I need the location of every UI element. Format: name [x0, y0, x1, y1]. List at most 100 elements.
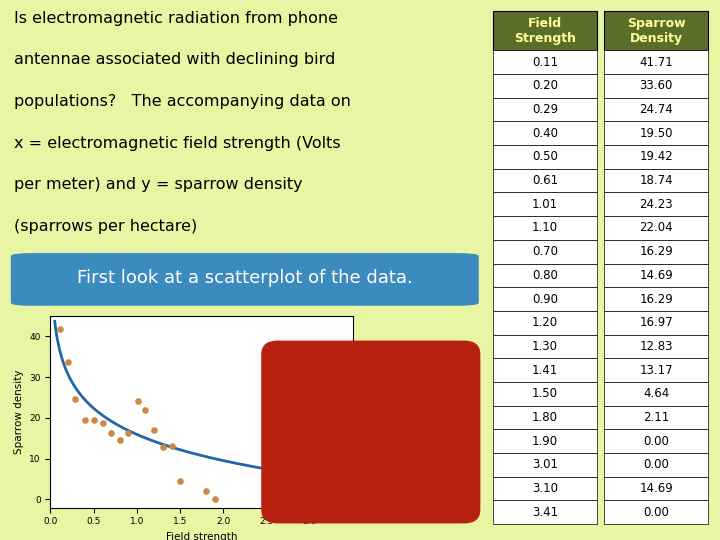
Text: Sparrow
Density: Sparrow Density — [627, 17, 685, 44]
Text: 13.17: 13.17 — [639, 363, 673, 376]
FancyBboxPatch shape — [262, 341, 480, 523]
Text: 1.80: 1.80 — [532, 411, 558, 424]
Point — [339, 495, 351, 504]
Text: 0.00: 0.00 — [643, 505, 669, 519]
Text: 16.29: 16.29 — [639, 245, 673, 258]
Point — [54, 325, 66, 334]
Text: 1.30: 1.30 — [532, 340, 558, 353]
Point — [312, 435, 324, 444]
Bar — [604, 169, 708, 192]
Bar — [604, 477, 708, 501]
Point — [157, 443, 168, 451]
Text: 0.40: 0.40 — [532, 127, 558, 140]
Bar — [604, 311, 708, 335]
Bar — [604, 429, 708, 453]
Point — [88, 416, 99, 424]
Point — [105, 429, 117, 437]
Bar — [604, 145, 708, 169]
Bar — [604, 98, 708, 122]
X-axis label: Field strength: Field strength — [166, 532, 238, 540]
Text: Is electromagnetic radiation from phone: Is electromagnetic radiation from phone — [14, 11, 338, 26]
Point — [79, 416, 91, 424]
Bar — [604, 335, 708, 358]
Point — [70, 394, 81, 403]
Bar — [604, 264, 708, 287]
Point — [174, 476, 186, 485]
Text: Field
Strength: Field Strength — [514, 17, 576, 44]
Text: populations?   The accompanying data on: populations? The accompanying data on — [14, 94, 351, 109]
Point — [209, 495, 220, 504]
Bar — [604, 453, 708, 477]
Text: 16.29: 16.29 — [639, 293, 673, 306]
Bar — [604, 501, 708, 524]
Text: 1.41: 1.41 — [532, 363, 558, 376]
Bar — [492, 382, 597, 406]
Text: 3.01: 3.01 — [532, 458, 558, 471]
Text: 0.00: 0.00 — [643, 435, 669, 448]
Bar — [604, 240, 708, 264]
Text: 16.97: 16.97 — [639, 316, 673, 329]
Text: 0.29: 0.29 — [532, 103, 558, 116]
Text: 14.69: 14.69 — [639, 269, 673, 282]
Bar — [604, 122, 708, 145]
Text: 14.69: 14.69 — [639, 482, 673, 495]
Text: 1.10: 1.10 — [532, 221, 558, 234]
Bar — [492, 264, 597, 287]
Bar — [492, 122, 597, 145]
Text: 19.50: 19.50 — [639, 127, 673, 140]
Point — [200, 487, 212, 495]
Text: 0.00: 0.00 — [643, 458, 669, 471]
Text: 41.71: 41.71 — [639, 56, 673, 69]
Bar — [492, 358, 597, 382]
Bar — [492, 477, 597, 501]
Bar — [492, 74, 597, 98]
Bar — [492, 429, 597, 453]
Bar — [492, 335, 597, 358]
Bar — [492, 453, 597, 477]
Point — [166, 441, 178, 450]
Point — [97, 418, 109, 427]
Text: 3.41: 3.41 — [532, 505, 558, 519]
Bar — [492, 145, 597, 169]
Point — [62, 358, 73, 367]
Bar — [492, 287, 597, 311]
Text: 1.90: 1.90 — [532, 435, 558, 448]
Point — [122, 429, 134, 437]
Bar — [492, 98, 597, 122]
Point — [148, 426, 160, 435]
Text: x = electromagnetic field strength (Volts: x = electromagnetic field strength (Volt… — [14, 136, 341, 151]
Text: First look at a scatterplot of the data.: First look at a scatterplot of the data. — [77, 269, 413, 287]
Text: 18.74: 18.74 — [639, 174, 673, 187]
Text: 24.74: 24.74 — [639, 103, 673, 116]
Text: 24.23: 24.23 — [639, 198, 673, 211]
Text: 1.01: 1.01 — [532, 198, 558, 211]
Bar — [604, 358, 708, 382]
Bar — [492, 501, 597, 524]
Bar — [492, 192, 597, 216]
Bar — [604, 11, 708, 50]
Bar — [604, 216, 708, 240]
Point — [114, 435, 125, 444]
Bar — [492, 240, 597, 264]
FancyBboxPatch shape — [12, 254, 478, 305]
Text: 4.64: 4.64 — [643, 387, 669, 400]
Bar — [604, 287, 708, 311]
Point — [305, 495, 316, 504]
Y-axis label: Sparrow density: Sparrow density — [14, 369, 24, 454]
Text: 1.50: 1.50 — [532, 387, 558, 400]
Bar — [604, 50, 708, 74]
Text: antennae associated with declining bird: antennae associated with declining bird — [14, 52, 336, 68]
Bar — [604, 74, 708, 98]
Text: 0.11: 0.11 — [532, 56, 558, 69]
Point — [140, 405, 151, 414]
Text: 0.50: 0.50 — [532, 151, 558, 164]
Text: 1.20: 1.20 — [532, 316, 558, 329]
Text: 0.80: 0.80 — [532, 269, 558, 282]
Text: 0.20: 0.20 — [532, 79, 558, 92]
Text: per meter) and y = sparrow density: per meter) and y = sparrow density — [14, 177, 303, 192]
Bar — [492, 406, 597, 429]
Bar — [604, 382, 708, 406]
Text: 22.04: 22.04 — [639, 221, 673, 234]
Text: 33.60: 33.60 — [639, 79, 672, 92]
Bar — [492, 11, 597, 50]
